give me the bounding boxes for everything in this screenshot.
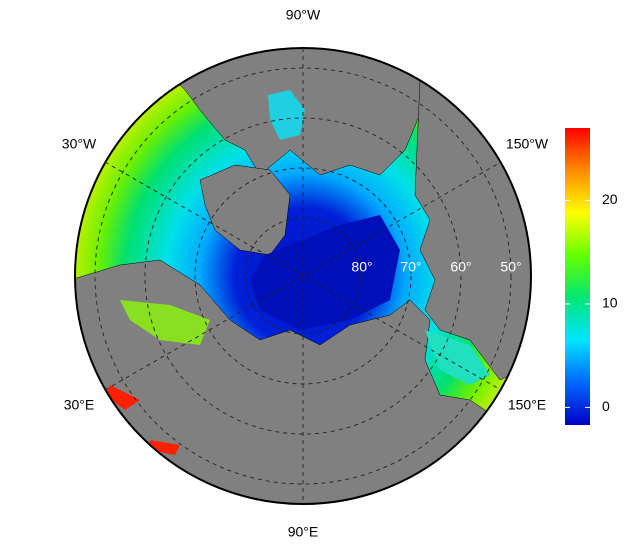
baltic-sea — [120, 300, 210, 345]
lat-label: 70° — [400, 259, 421, 275]
colorbar: 0 10 20 — [565, 128, 618, 425]
colorbar-tick-label: 0 — [602, 398, 610, 414]
lon-label: 30°E — [64, 397, 95, 413]
okhotsk-sea — [425, 330, 490, 385]
colorbar-tick-label: 20 — [602, 191, 618, 207]
arctic-basin — [250, 215, 400, 330]
warm-sea — [105, 385, 140, 410]
lat-label: 60° — [450, 259, 471, 275]
lon-label: 90°E — [288, 524, 319, 540]
lon-label: 150°W — [506, 136, 549, 152]
lat-label: 50° — [500, 259, 521, 275]
lon-label: 30°W — [62, 136, 97, 152]
hudson-bay — [268, 90, 305, 140]
lon-label: 90°W — [286, 7, 321, 23]
colorbar-scale — [565, 128, 590, 425]
colorbar-tick-label: 10 — [602, 295, 618, 311]
map-body — [75, 48, 531, 504]
lat-label: 80° — [351, 259, 372, 275]
land — [199, 164, 291, 256]
graticule — [94, 48, 512, 504]
lon-label: 150°E — [508, 397, 546, 413]
